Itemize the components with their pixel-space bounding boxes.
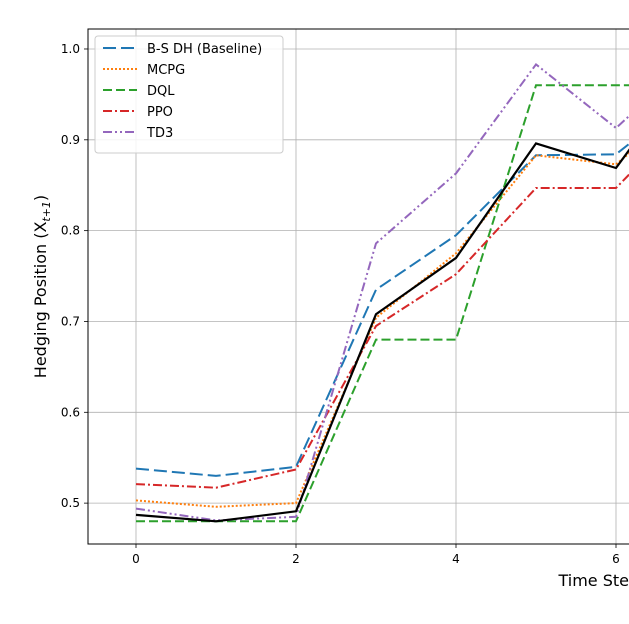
series-line-b-s-dh-baseline	[135, 142, 629, 477]
y-tick-label: 1.0	[61, 42, 80, 56]
series-line-ppo	[135, 173, 629, 489]
legend-label: B-S DH (Baseline)	[147, 42, 262, 57]
plot-frame	[87, 28, 629, 545]
y-tick-label: 0.9	[61, 133, 80, 147]
x-tick-label: 2	[292, 552, 300, 566]
legend-box	[94, 35, 284, 154]
legend-label: DQL	[147, 84, 175, 99]
y-tick-label: 0.6	[61, 405, 80, 419]
x-tick-label: 4	[452, 552, 460, 566]
legend-label: PPO	[147, 105, 173, 120]
grid-lines	[88, 29, 629, 544]
legend: B-S DH (Baseline) MCPG DQL PPO TD3	[94, 35, 284, 154]
legend-label: TD3	[146, 126, 173, 141]
series-layer	[135, 62, 629, 523]
y-tick-label: 0.5	[61, 496, 80, 510]
legend-label: MCPG	[147, 63, 185, 78]
y-axis-label: Hedging Position (Xt+1)	[31, 195, 53, 378]
x-tick-label: 0	[132, 552, 140, 566]
axis-ticks: 0 2 4 6 0.5 0.6 0.7 0.8 0.9 1.0	[61, 42, 620, 566]
y-tick-label: 0.7	[61, 314, 80, 328]
series-line-black	[135, 142, 629, 523]
x-tick-label: 6	[612, 552, 620, 566]
x-axis-label: Time Ste	[557, 571, 629, 590]
y-tick-label: 0.8	[61, 224, 80, 238]
series-line-dql	[136, 84, 629, 523]
